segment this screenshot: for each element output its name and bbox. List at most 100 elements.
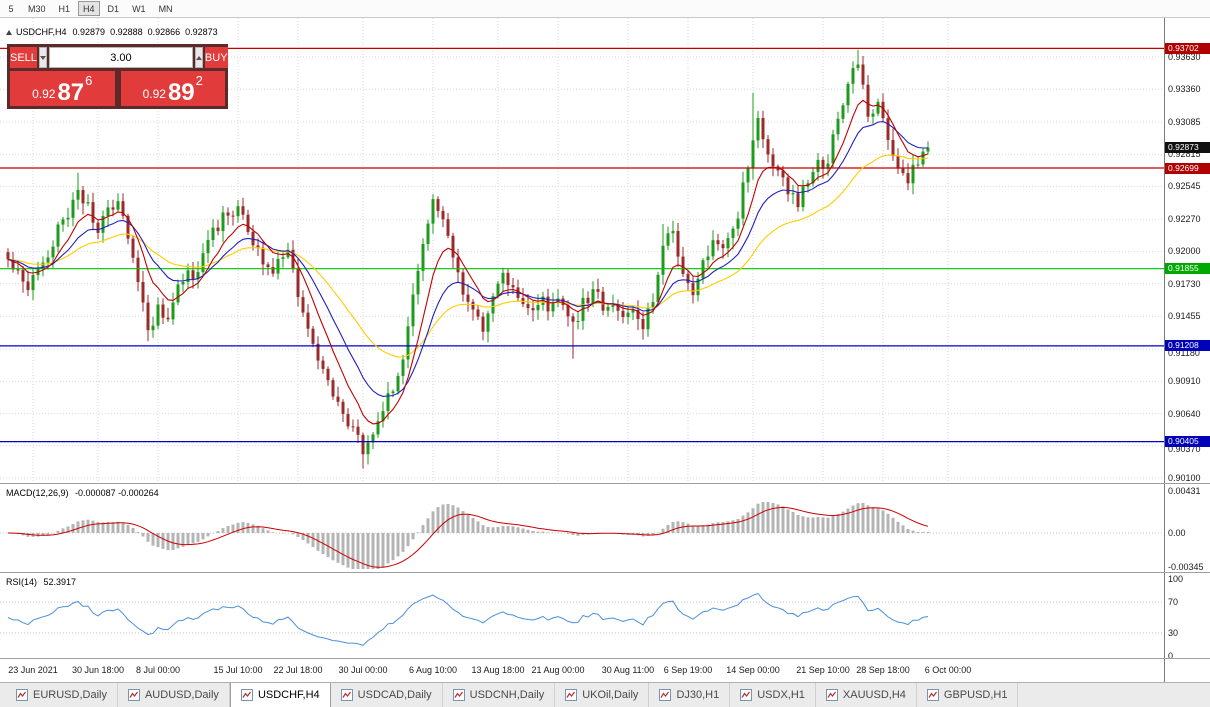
chart-tabs: EURUSD,Daily AUDUSD,Daily USDCHF,H4 USDCAD,… <box>0 682 1210 707</box>
moving-average-line <box>7 99 929 425</box>
buy-button[interactable]: BUY <box>204 47 228 68</box>
tab-audusd-daily[interactable]: AUDUSD,Daily <box>118 683 230 707</box>
timeframe-button-m30[interactable]: M30 <box>28 3 46 14</box>
price-badge: 0.92699 <box>1165 162 1210 174</box>
chart-icon <box>16 689 28 701</box>
tab-xauusd-h4[interactable]: XAUUSD,H4 <box>816 683 917 707</box>
volume-input[interactable] <box>48 47 193 68</box>
date-label: 30 Aug 11:00 <box>601 665 655 675</box>
chart-icon <box>452 689 465 701</box>
price-tick-label: 0.91180 <box>1168 347 1200 358</box>
rsi-plot[interactable]: RSI(14) 52.3917 <box>0 573 1164 658</box>
rsi-line <box>7 592 929 646</box>
timeframe-button-d1[interactable]: D1 <box>107 3 120 14</box>
price-badge: 0.90405 <box>1165 436 1210 448</box>
tab-label: USDX,H1 <box>757 689 805 701</box>
timeframe-button-mn[interactable]: MN <box>158 3 173 14</box>
main-chart-panel: USDCHF,H4 0.92879 0.92888 0.92866 0.9287… <box>0 18 1210 483</box>
tab-gbpusd-h1[interactable]: GBPUSD,H1 <box>917 683 1019 707</box>
buy-price-display[interactable]: 0.92 89 2 <box>120 71 225 106</box>
date-label: 22 Jul 18:00 <box>273 665 323 675</box>
rsi-axis-label: 100 <box>1168 574 1184 584</box>
tab-usdcnh-daily[interactable]: USDCNH,Daily <box>443 683 556 707</box>
timeframe-button-w1[interactable]: W1 <box>132 3 146 14</box>
ohlc-low: 0.92866 <box>147 27 181 37</box>
date-axis[interactable]: 23 Jun 2021 30 Jun 18:00 8 Jul 00:00 15 Jul… <box>0 658 1210 682</box>
date-axis-corner <box>1164 659 1210 682</box>
volume-increase-button[interactable] <box>194 47 203 68</box>
tab-dj30-h1[interactable]: DJ30,H1 <box>649 683 731 707</box>
chart-icon <box>127 689 140 701</box>
macd-plot[interactable]: MACD(12,26,9) -0.000087 -0.000264 <box>0 484 1164 572</box>
date-label: 23 Jun 2021 <box>8 665 58 675</box>
buy-price-pips: 89 <box>167 78 195 106</box>
tab-ukoil-daily[interactable]: UKOil,Daily <box>555 683 650 707</box>
price-tick-label: 0.93085 <box>1168 116 1201 127</box>
timeframe-button-h4[interactable]: H4 <box>78 1 100 16</box>
moving-average-line <box>7 154 929 358</box>
rsi-axis: 100 70 30 0 <box>1164 573 1210 661</box>
main-chart-plot[interactable]: USDCHF,H4 0.92879 0.92888 0.92866 0.9287… <box>0 18 1164 483</box>
rsi-axis-label: 70 <box>1168 597 1179 608</box>
price-tick-label: 0.91455 <box>1168 311 1201 322</box>
ohlc-high: 0.92888 <box>110 27 143 37</box>
chart-icon <box>565 689 578 701</box>
chart-icon <box>825 689 838 701</box>
date-label: 15 Jul 10:00 <box>213 665 263 675</box>
price-tick-label: 0.90370 <box>1168 443 1201 454</box>
tab-label: GBPUSD,H1 <box>943 689 1008 701</box>
sell-button[interactable]: SELL <box>10 47 37 68</box>
triangle-down-icon <box>39 55 46 60</box>
tab-eurusd-daily[interactable]: EURUSD,Daily <box>6 683 118 707</box>
macd-canvas[interactable] <box>0 484 1164 572</box>
sell-price-display[interactable]: 0.92 87 6 <box>10 71 115 106</box>
sell-price-point: 6 <box>85 73 93 88</box>
price-badge: 0.91208 <box>1165 340 1210 352</box>
buy-price-base: 0.92 <box>142 87 166 101</box>
macd-label: MACD(12,26,9) <box>6 488 69 498</box>
triangle-up-icon <box>195 55 202 60</box>
chart-icon <box>240 689 253 701</box>
rsi-value: 52.3917 <box>43 577 77 587</box>
collapse-arrow-icon[interactable] <box>6 29 12 35</box>
tab-usdcad-daily[interactable]: USDCAD,Daily <box>331 683 443 707</box>
timeframe-toolbar: 5 M30 H1 H4 D1 W1 MN <box>0 0 1210 18</box>
date-label: 6 Oct 00:00 <box>924 665 972 675</box>
macd-axis-label: 0.00431 <box>1168 485 1201 496</box>
sell-price-base: 0.92 <box>32 87 56 101</box>
macd-panel: MACD(12,26,9) -0.000087 -0.000264 0.0043… <box>0 483 1210 572</box>
price-axis[interactable]: 0.93630 0.93360 0.93085 0.92815 0.92545 0.922… <box>1164 18 1210 483</box>
macd-axis-label: -0.00345 <box>1168 561 1204 572</box>
tab-label: UKOil,Daily <box>582 689 639 701</box>
volume-decrease-button[interactable] <box>38 47 47 68</box>
macd-header: MACD(12,26,9) -0.000087 -0.000264 <box>6 488 159 498</box>
tab-usdx-h1[interactable]: USDX,H1 <box>730 683 816 707</box>
tab-usdchf-h4[interactable]: USDCHF,H4 <box>229 683 331 707</box>
main-chart-canvas[interactable] <box>0 18 1164 483</box>
tab-label: AUDUSD,Daily <box>144 689 219 701</box>
price-tick-label: 0.91730 <box>1168 278 1201 289</box>
ohlc-open: 0.92879 <box>72 27 106 37</box>
price-tick-label: 0.92815 <box>1168 149 1201 160</box>
tab-label: DJ30,H1 <box>676 689 720 701</box>
tab-label: USDCHF,H4 <box>257 689 320 701</box>
price-tick-label: 0.90100 <box>1168 473 1201 483</box>
tab-label: EURUSD,Daily <box>33 689 107 701</box>
price-badge: 0.93702 <box>1165 42 1210 54</box>
ohlc-close: 0.92873 <box>185 27 218 37</box>
price-tick-label: 0.93630 <box>1168 52 1201 62</box>
tab-label: USDCAD,Daily <box>357 689 432 701</box>
price-tick-label: 0.90640 <box>1168 408 1201 419</box>
date-label: 28 Sep 18:00 <box>856 665 910 675</box>
macd-axis-label: 0.00 <box>1168 528 1186 538</box>
macd-signal-line <box>7 506 929 568</box>
price-tick-label: 0.92545 <box>1168 181 1201 192</box>
timeframe-button-5[interactable]: 5 <box>8 3 14 14</box>
rsi-canvas[interactable] <box>0 573 1164 658</box>
macd-values: -0.000087 -0.000264 <box>75 488 159 498</box>
price-tick-label: 0.92270 <box>1168 214 1201 225</box>
timeframe-button-h1[interactable]: H1 <box>58 3 71 14</box>
price-tick-label: 0.92000 <box>1168 246 1201 257</box>
chart-icon <box>740 689 753 701</box>
